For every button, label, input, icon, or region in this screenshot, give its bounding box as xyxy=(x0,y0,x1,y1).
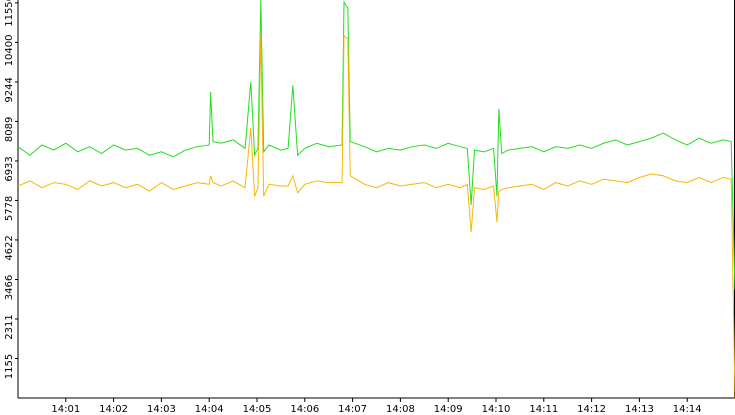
x-tick-label: 14:07 xyxy=(338,404,367,415)
y-tick-label: 10400 xyxy=(4,34,15,66)
y-tick-label: 1155 xyxy=(4,354,15,379)
line-series xyxy=(17,0,735,290)
x-tick-label: 14:01 xyxy=(51,404,80,415)
y-tick-label: 5778 xyxy=(4,196,15,221)
y-tick-label: 2311 xyxy=(4,314,15,339)
x-tick-label: 14:10 xyxy=(482,404,511,415)
x-tick-label: 14:11 xyxy=(529,404,558,415)
x-tick-label: 14:03 xyxy=(147,404,176,415)
y-tick-label: 4622 xyxy=(4,235,15,260)
line-series xyxy=(17,34,735,399)
x-tick-label: 14:06 xyxy=(290,404,319,415)
x-tick-label: 14:02 xyxy=(99,404,128,415)
y-tick-label: 8089 xyxy=(4,117,15,142)
y-tick-label: 6933 xyxy=(4,156,15,181)
y-tick-label: 11556 xyxy=(4,0,15,27)
y-tick-label: 3466 xyxy=(4,275,15,300)
y-tick-label: 9244 xyxy=(4,77,15,102)
x-tick-label: 14:12 xyxy=(577,404,606,415)
x-tick-label: 14:04 xyxy=(195,404,224,415)
x-tick-label: 14:14 xyxy=(673,404,702,415)
x-tick-label: 14:05 xyxy=(243,404,272,415)
x-tick-label: 14:08 xyxy=(386,404,415,415)
x-tick-label: 14:13 xyxy=(625,404,654,415)
x-tick-label: 14:09 xyxy=(434,404,463,415)
